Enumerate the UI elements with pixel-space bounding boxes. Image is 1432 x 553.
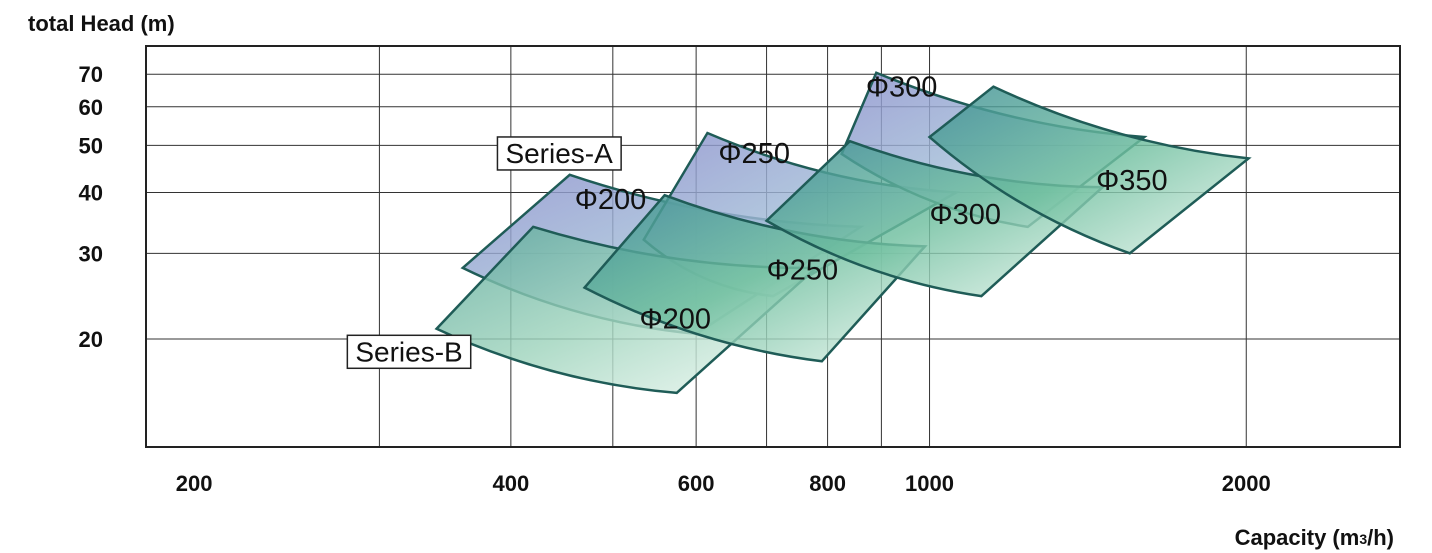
x-tick-label: 400: [493, 471, 530, 496]
region-labels: Φ200 Φ250 Φ300 Φ200 Φ250 Φ300 Φ350: [575, 71, 1168, 335]
series-label-text: Series-A: [505, 138, 613, 169]
performance-regions: [434, 71, 1252, 395]
region-label: Φ250: [718, 138, 790, 170]
y-tick-label: 50: [79, 133, 103, 158]
performance-region: [764, 139, 1106, 298]
series-label: Series-B: [346, 334, 472, 370]
region-label: Φ250: [767, 255, 839, 287]
y-tick-label: 20: [79, 327, 103, 352]
x-tick-label: 200: [176, 471, 213, 496]
y-axis-title: total Head (m): [28, 11, 175, 36]
series-labels: Series-A Series-B: [346, 136, 622, 370]
y-tick-label: 60: [79, 95, 103, 120]
series-label-box: [496, 136, 622, 171]
series-label-box: [346, 334, 472, 370]
performance-region: [582, 193, 928, 363]
axis-ticks: 200 400 600 800 1000 2000 20 30 40 50 60 70: [79, 62, 1271, 496]
grid: [146, 46, 1400, 447]
series-label: Series-A: [496, 136, 622, 171]
x-tick-label: 1000: [905, 471, 954, 496]
y-tick-label: 30: [79, 241, 103, 266]
x-axis-title: Capacity (m3/h): [1235, 525, 1394, 550]
performance-region: [927, 85, 1252, 255]
x-tick-label: 800: [809, 471, 846, 496]
region-label: Φ300: [866, 71, 938, 103]
plot-frame: [145, 45, 1401, 448]
region-label: Φ200: [639, 304, 711, 336]
x-tick-label: 600: [678, 471, 715, 496]
y-tick-label: 40: [79, 181, 103, 206]
region-label: Φ200: [575, 184, 647, 216]
region-label: Φ300: [930, 199, 1002, 231]
y-tick-label: 70: [79, 62, 103, 87]
region-label: Φ350: [1096, 165, 1168, 197]
x-tick-label: 2000: [1222, 471, 1271, 496]
series-label-text: Series-B: [355, 336, 462, 367]
